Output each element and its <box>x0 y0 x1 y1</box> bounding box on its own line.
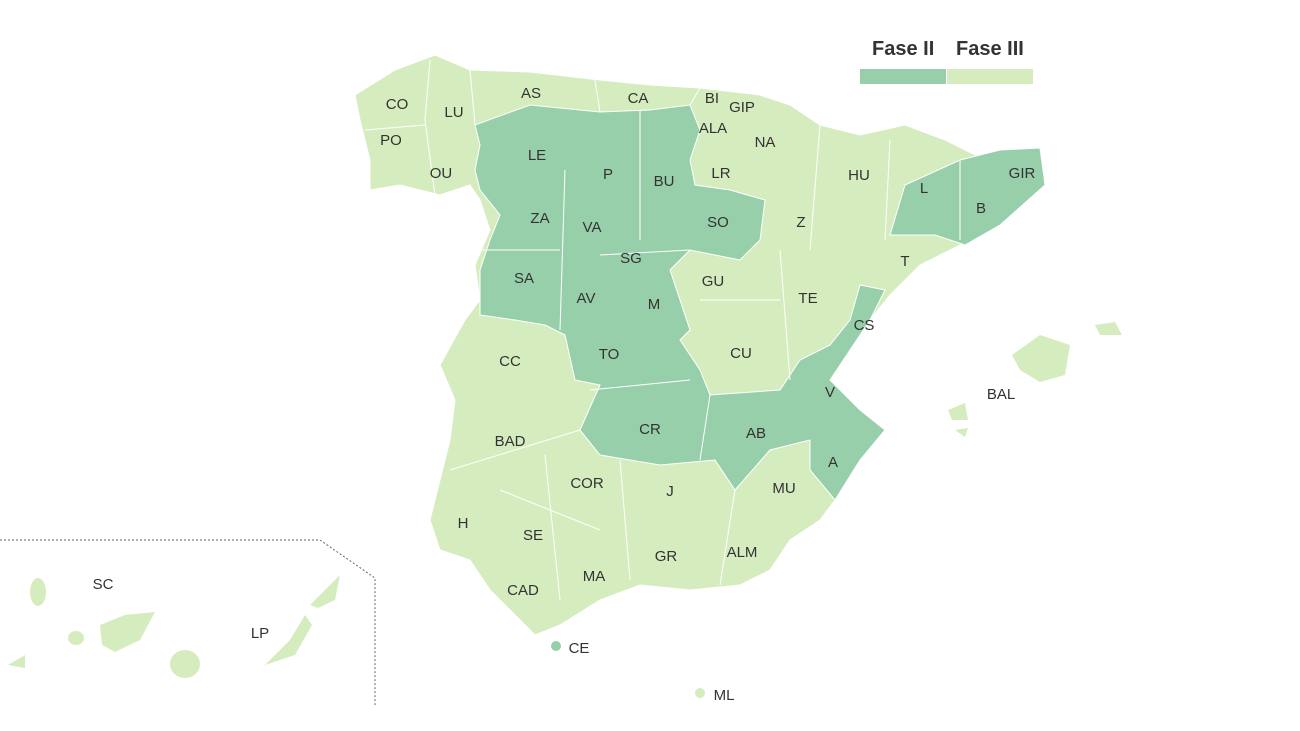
province-label-bal: BAL <box>987 386 1015 403</box>
province-label-lu: LU <box>444 104 463 121</box>
province-label-ml: ML <box>714 687 735 704</box>
province-label-sc: SC <box>93 576 114 593</box>
province-label-cor: COR <box>570 475 604 492</box>
ceuta-marker <box>551 641 561 651</box>
province-label-cr: CR <box>639 421 661 438</box>
province-label-b: B <box>976 200 986 217</box>
legend-swatch-fase-iii <box>947 69 1033 84</box>
province-label-ca: CA <box>628 90 649 107</box>
province-label-to: TO <box>599 346 620 363</box>
province-label-lr: LR <box>711 165 730 182</box>
province-label-za: ZA <box>530 210 549 227</box>
province-label-t: T <box>900 253 909 270</box>
canary-inset-border <box>0 539 376 705</box>
province-label-cs: CS <box>854 317 875 334</box>
province-label-cad: CAD <box>507 582 539 599</box>
province-label-ab: AB <box>746 425 766 442</box>
province-label-l: L <box>920 180 928 197</box>
province-label-bu: BU <box>654 173 675 190</box>
province-label-z: Z <box>796 214 805 231</box>
province-label-gu: GU <box>702 273 725 290</box>
province-label-av: AV <box>577 290 596 307</box>
legend-swatch-fase-ii <box>860 69 946 84</box>
region-castilla-fase-ii <box>474 104 886 501</box>
legend-label-fase-iii: Fase III <box>956 38 1024 60</box>
province-label-sg: SG <box>620 250 642 267</box>
province-label-ce: CE <box>569 640 590 657</box>
balearic-islands <box>948 322 1122 437</box>
province-label-v: V <box>825 384 835 401</box>
province-label-va: VA <box>583 219 602 236</box>
province-label-hu: HU <box>848 167 870 184</box>
province-label-mu: MU <box>772 480 795 497</box>
province-label-ma: MA <box>583 568 606 585</box>
melilla-marker <box>695 688 705 698</box>
province-label-cu: CU <box>730 345 752 362</box>
province-label-m: M <box>648 296 661 313</box>
province-label-ou: OU <box>430 165 453 182</box>
province-label-bad: BAD <box>495 433 526 450</box>
province-label-p: P <box>603 166 613 183</box>
province-label-cc: CC <box>499 353 521 370</box>
province-label-lp: LP <box>251 625 269 642</box>
legend-label-fase-ii: Fase II <box>872 38 935 60</box>
province-label-te: TE <box>798 290 817 307</box>
mainland-fase-iii <box>354 54 1046 636</box>
province-label-so: SO <box>707 214 729 231</box>
canary-islands <box>8 575 340 678</box>
province-label-as: AS <box>521 85 541 102</box>
province-label-gir: GIR <box>1009 165 1036 182</box>
province-label-po: PO <box>380 132 402 149</box>
province-label-gr: GR <box>655 548 678 565</box>
province-label-ala: ALA <box>699 120 727 137</box>
province-label-se: SE <box>523 527 543 544</box>
province-label-bi: BI <box>705 90 719 107</box>
province-label-a: A <box>828 454 838 471</box>
internal-borders <box>364 59 961 601</box>
province-label-h: H <box>458 515 469 532</box>
province-label-le: LE <box>528 147 546 164</box>
province-label-co: CO <box>386 96 409 113</box>
province-label-sa: SA <box>514 270 534 287</box>
province-label-j: J <box>666 483 674 500</box>
province-label-gip: GIP <box>729 99 755 116</box>
region-catalonia-fase-ii <box>889 147 1046 246</box>
province-label-na: NA <box>755 134 776 151</box>
province-label-alm: ALM <box>727 544 758 561</box>
